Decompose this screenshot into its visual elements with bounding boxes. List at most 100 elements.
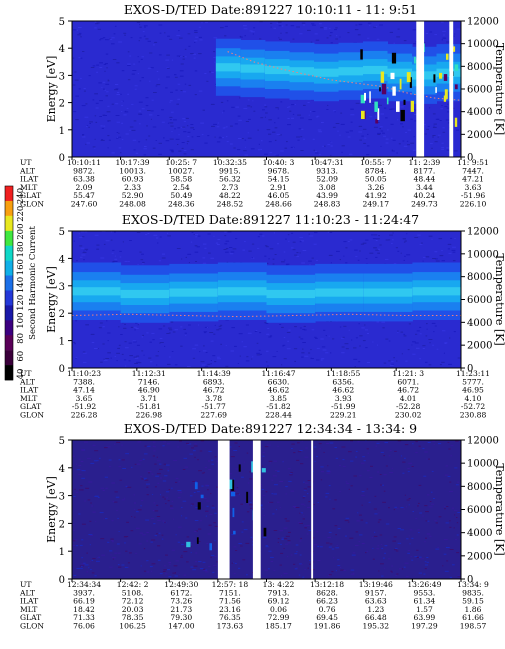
y2-tick-label: 8000 (467, 482, 492, 493)
ephemeris-value: 6172. (170, 588, 192, 597)
ephemeris-value: 226.10 (460, 200, 487, 209)
y2-tick-label: 8000 (467, 62, 492, 73)
y2-tick-label: 10000 (467, 459, 499, 470)
ephemeris-value: 46.62 (268, 386, 290, 395)
ephemeris-value: -52.72 (461, 402, 485, 411)
y2-tick-label: 4000 (467, 318, 492, 329)
colorbar-tick-label: 120 (16, 295, 26, 311)
ephemeris-value: 18.42 (73, 605, 95, 614)
ephemeris-value: 4.01 (400, 394, 417, 403)
panel-title: EXOS-D/TED Date:891227 10:10:11 - 11: 9:… (124, 2, 417, 17)
y2-tick-label: 12000 (467, 436, 499, 447)
y-tick-label: 2 (59, 519, 65, 530)
ephemeris-row-label: ILAT (20, 175, 38, 184)
ephemeris-value: 3.65 (76, 394, 93, 403)
ephemeris-value: 63.63 (365, 597, 387, 606)
ephemeris-value: 10:32:35 (213, 158, 247, 167)
ephemeris-row-label: ILAT (20, 386, 38, 395)
ephemeris-value: 197.29 (411, 622, 438, 631)
y2-tick-label: 0 (467, 575, 473, 586)
spectrogram-panel-1: EXOS-D/TED Date:891227 10:10:11 - 11: 9:… (19, 2, 505, 209)
y2-axis-label: Temperature [K] (493, 463, 505, 555)
ephemeris-value: 10:47:31 (310, 158, 344, 167)
ephemeris-value: 46.62 (332, 386, 354, 395)
ephemeris-value: 9157. (365, 588, 387, 597)
ephemeris-value: -51.92 (72, 402, 96, 411)
ephemeris-value: 6356. (332, 377, 354, 386)
colorbar-tick-label: 200 (16, 223, 26, 239)
panel-title: EXOS-D/TED Date:891227 12:34:34 - 13:34:… (124, 421, 417, 436)
ephemeris-value: 7913. (268, 588, 290, 597)
ephemeris-row-label: GLAT (20, 402, 41, 411)
y2-axis-label: Temperature [K] (493, 253, 505, 345)
colorbar-tick-label: 160 (16, 259, 26, 275)
ephemeris-value: 6893. (203, 377, 225, 386)
ephemeris-value: 73.26 (170, 597, 192, 606)
ephemeris-value: 66.19 (73, 597, 95, 606)
ephemeris-value: -51.77 (202, 402, 226, 411)
ephemeris-value: 248.83 (314, 200, 341, 209)
ephemeris-value: 10:10:11 (67, 158, 101, 167)
y-axis-label: Energy [eV] (45, 56, 58, 123)
ephemeris-value: 10:17:39 (116, 158, 150, 167)
ephemeris-value: 46.05 (268, 191, 290, 200)
data-gap (311, 440, 314, 579)
colorbar-tick-label: 220 (16, 206, 26, 222)
ephemeris-value: 1.23 (367, 605, 384, 614)
colorbar-segment (5, 275, 13, 291)
colorbar-tick-label: 180 (16, 241, 26, 257)
y-tick-label: 5 (59, 227, 65, 238)
colorbar-tick-label: 140 (16, 277, 26, 293)
ephemeris-row-label: GLON (20, 411, 44, 420)
ephemeris-row-label: UT (20, 369, 31, 378)
ephemeris-value: 12:42: 2 (117, 580, 149, 589)
ephemeris-value: 248.52 (217, 200, 244, 209)
colorbar-tick-label: 240 (16, 188, 26, 204)
y2-tick-label: 8000 (467, 272, 492, 283)
ephemeris-value: 54.15 (268, 175, 290, 184)
y2-tick-label: 12000 (467, 227, 499, 238)
ephemeris-value: 56.32 (219, 175, 241, 184)
ephemeris-value: 7388. (73, 377, 95, 386)
ephemeris-value: 63.38 (73, 175, 95, 184)
y-tick-label: 3 (59, 492, 65, 503)
ephemeris-value: 69.12 (268, 597, 290, 606)
ephemeris-value: 20.03 (122, 605, 144, 614)
ephemeris-value: 248.36 (168, 200, 195, 209)
ephemeris-value: 71.33 (73, 613, 95, 622)
y2-tick-label: 0 (467, 364, 473, 375)
ephemeris-value: 59.15 (462, 597, 484, 606)
ephemeris-value: 3.78 (205, 394, 222, 403)
ephemeris-value: 3.85 (270, 394, 287, 403)
ephemeris-value: 9872. (73, 166, 95, 175)
ephemeris-value: 79.30 (170, 613, 192, 622)
y-tick-label: 4 (59, 464, 65, 475)
y2-tick-label: 4000 (467, 528, 492, 539)
y2-tick-label: 2000 (467, 130, 492, 141)
y2-tick-label: 12000 (467, 17, 499, 28)
ephemeris-value: 66.23 (316, 597, 338, 606)
ephemeris-value: 195.32 (363, 622, 390, 631)
y-tick-label: 1 (59, 337, 65, 348)
y-tick-label: 5 (59, 436, 65, 447)
y2-tick-label: 10000 (467, 39, 499, 50)
ephemeris-value: 40.24 (414, 191, 436, 200)
y-tick-label: 4 (59, 254, 65, 265)
ephemeris-value: 66.48 (365, 613, 387, 622)
colorbar-tick-label: 80 (16, 333, 26, 344)
ephemeris-value: -52.28 (396, 402, 420, 411)
ephemeris-value: 247.60 (71, 200, 98, 209)
ephemeris-value: -51.81 (137, 402, 161, 411)
y-tick-label: 0 (59, 575, 65, 586)
ephemeris-value: 3.63 (465, 183, 482, 192)
ephemeris-value: 9835. (462, 588, 484, 597)
ephemeris-value: 7146. (138, 377, 160, 386)
ephemeris-value: 0.06 (270, 605, 287, 614)
y2-tick-label: 6000 (467, 295, 492, 306)
spectrogram-panel-2: EXOS-D/TED Date:891227 11:10:23 - 11:24:… (19, 212, 505, 420)
ephemeris-value: -51.82 (266, 402, 290, 411)
ephemeris-value: 0.76 (319, 605, 336, 614)
ephemeris-value: 46.90 (138, 386, 160, 395)
